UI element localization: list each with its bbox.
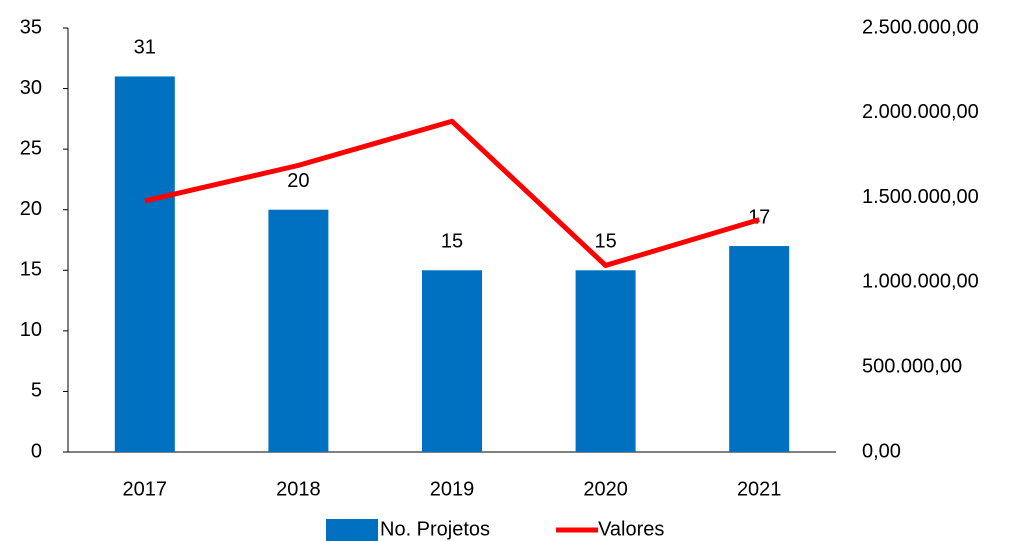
y-tick-label: 10 <box>20 319 42 341</box>
data-label: 15 <box>594 231 616 253</box>
y-tick-label: 30 <box>20 77 42 99</box>
data-label: 20 <box>287 170 309 192</box>
data-label: 31 <box>134 37 156 59</box>
y2-tick-label: 2.500.000,00 <box>862 16 979 38</box>
y2-tick-label: 500.000,00 <box>862 355 962 377</box>
legend-label: No. Projetos <box>380 518 490 540</box>
y-tick-label: 15 <box>20 259 42 281</box>
y2-tick-label: 1.500.000,00 <box>862 186 979 208</box>
bar <box>575 270 636 452</box>
y2-tick-label: 1.000.000,00 <box>862 271 979 293</box>
data-label: 15 <box>441 231 463 253</box>
legend-label: Valores <box>598 518 664 540</box>
y-tick-label: 0 <box>31 440 42 462</box>
bar <box>114 76 175 452</box>
line <box>144 118 760 268</box>
data-label: 17 <box>748 206 770 228</box>
y-tick-label: 35 <box>20 16 42 38</box>
y-tick-label: 25 <box>20 137 42 159</box>
y-tick-label: 20 <box>20 198 42 220</box>
x-tick-label: 2021 <box>737 478 782 500</box>
y2-tick-label: 0,00 <box>862 440 901 462</box>
y2-tick-label: 2.000.000,00 <box>862 101 979 123</box>
x-tick-label: 2018 <box>276 478 321 500</box>
bar <box>268 209 329 452</box>
x-tick-label: 2020 <box>583 478 628 500</box>
x-tick-label: 2019 <box>430 478 475 500</box>
bar <box>729 246 790 452</box>
x-tick-label: 2017 <box>123 478 168 500</box>
bar <box>422 270 482 452</box>
y-tick-label: 5 <box>31 380 42 402</box>
legend-swatch <box>326 519 378 541</box>
